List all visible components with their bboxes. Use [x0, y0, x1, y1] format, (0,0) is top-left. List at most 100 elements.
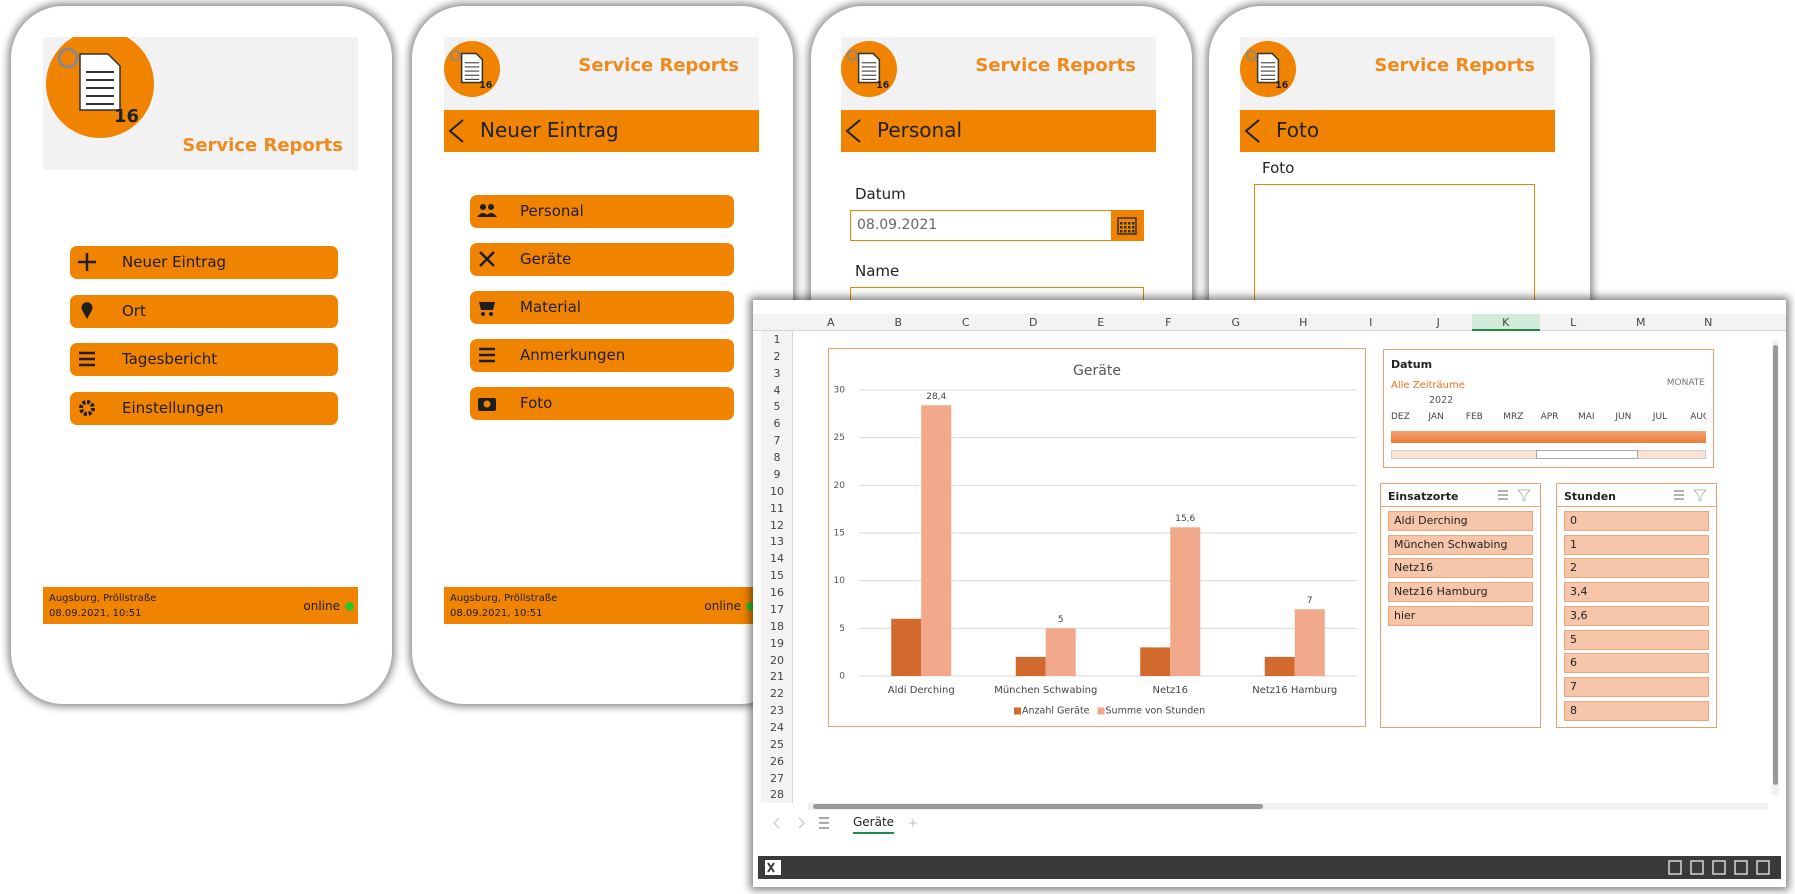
menu-button[interactable]: Tagesbericht	[70, 343, 338, 376]
button-icon	[477, 204, 497, 217]
row-header: 19	[770, 636, 784, 650]
x-tick-label: Netz16	[1152, 685, 1188, 696]
timeline-scroll-thumb	[1536, 450, 1638, 459]
month-label[interactable]: FEB	[1465, 412, 1483, 422]
page-bar	[1240, 110, 1555, 152]
menu-button[interactable]: Anmerkungen	[470, 339, 734, 372]
document-icon	[857, 52, 881, 84]
button-icon	[78, 253, 96, 271]
calendar-cell	[1128, 230, 1131, 233]
data-label: 7	[1307, 596, 1313, 606]
slicer-item[interactable]: 7	[1564, 676, 1709, 697]
logo-icon	[846, 50, 881, 84]
bar	[1015, 656, 1046, 676]
logo: 16	[1240, 41, 1296, 97]
status-icons	[1668, 860, 1770, 875]
pin	[81, 301, 93, 319]
row-header: 27	[770, 771, 784, 785]
slicer-item[interactable]: Netz16 Hamburg	[1388, 582, 1533, 603]
y-tick-label: 10	[834, 576, 846, 586]
month-label[interactable]: JUL	[1652, 412, 1668, 422]
menu-button[interactable]: Geräte	[470, 243, 734, 276]
menu-button[interactable]: Foto	[470, 387, 734, 420]
menu-button-label: Einstellungen	[122, 398, 224, 417]
bar	[1170, 527, 1201, 676]
slicer-item[interactable]: Aldi Derching	[1388, 511, 1533, 531]
nav-next	[798, 817, 805, 829]
slicer-item[interactable]: 3,4	[1564, 582, 1709, 603]
logo-icon	[57, 47, 121, 111]
slicer-item[interactable]: hier	[1388, 605, 1533, 626]
pin-icon	[846, 50, 858, 61]
cart	[489, 312, 493, 316]
button-icon	[79, 351, 95, 367]
menu-button[interactable]: Personal	[470, 195, 734, 228]
row-header: 18	[770, 619, 784, 633]
slicer-tools	[1498, 489, 1532, 502]
menu-button-label: Ort	[122, 301, 146, 320]
row-header: 13	[770, 535, 784, 549]
slicer-item[interactable]: 1	[1564, 534, 1709, 555]
cart	[479, 302, 495, 310]
legend-label: Anzahl Geräte	[1022, 706, 1090, 717]
month-label[interactable]: APR	[1540, 412, 1559, 422]
bar	[891, 618, 922, 676]
data-label: 15,6	[1175, 514, 1195, 524]
slicer-item[interactable]: 8	[1564, 700, 1709, 721]
app-title: Service Reports	[975, 55, 1136, 76]
page-title: Personal	[877, 118, 963, 142]
input-box[interactable]: 08.09.2021	[850, 210, 1144, 241]
y-tick-label: 25	[834, 433, 845, 443]
slicer-item[interactable]: 0	[1564, 511, 1709, 531]
y-tick-label: 30	[834, 386, 846, 396]
button-icon	[479, 302, 495, 316]
button-icon	[81, 301, 93, 319]
calendar-icon	[1117, 217, 1137, 235]
status-icon	[1734, 860, 1748, 875]
month-label[interactable]: JAN	[1428, 412, 1444, 422]
row-header: 21	[770, 670, 784, 684]
menu-button[interactable]: Ort	[70, 294, 338, 328]
slicer-item[interactable]: 3,6	[1564, 605, 1709, 626]
sheet-tab[interactable]: Geräte	[853, 815, 895, 834]
column-header: F	[1165, 316, 1172, 329]
month-label[interactable]: MAI	[1578, 412, 1595, 422]
y-tick-label: 15	[834, 529, 845, 539]
timeline-title: Datum	[1391, 358, 1433, 371]
page-title: Foto	[1276, 118, 1320, 142]
menu-button[interactable]: Einstellungen	[70, 391, 338, 425]
slicer-header-line	[1381, 506, 1540, 507]
slicer-item[interactable]: Netz16	[1388, 558, 1533, 579]
y-tick-label: 0	[839, 672, 845, 682]
month-label[interactable]: MRZ	[1503, 412, 1524, 422]
v-scroll-thumb	[1773, 345, 1778, 785]
footer-datetime: 08.09.2021, 10:51	[450, 608, 543, 619]
menu-button-label: Neuer Eintrag	[122, 253, 227, 271]
calendar-button[interactable]	[1111, 211, 1143, 240]
pin-icon	[57, 47, 79, 69]
month-label[interactable]: JUN	[1615, 412, 1632, 422]
column-header: L	[1570, 316, 1577, 329]
menu-button[interactable]: Material	[470, 291, 734, 324]
slicer-item[interactable]: 5	[1564, 629, 1709, 650]
footer-status: online	[303, 599, 340, 613]
month-label[interactable]: AUG	[1690, 412, 1706, 422]
slicer-item[interactable]: 2	[1564, 558, 1709, 579]
people	[480, 204, 486, 210]
timeline-level[interactable]: MONATE	[1666, 378, 1705, 388]
month-label[interactable]: DEZ	[1391, 412, 1410, 422]
button-icon	[479, 347, 495, 363]
back-button	[448, 119, 464, 143]
slicer-item[interactable]: 6	[1564, 653, 1709, 674]
cart	[481, 312, 485, 316]
slicer-item[interactable]: München Schwabing	[1388, 534, 1533, 555]
menu-button[interactable]: Neuer Eintrag	[70, 246, 338, 279]
column-header: J	[1436, 316, 1440, 329]
nav-prev	[773, 817, 780, 829]
data-label: 5	[1058, 615, 1064, 625]
logo-text: 16	[114, 106, 140, 127]
status-icon	[1712, 860, 1726, 875]
gear	[79, 399, 95, 416]
page-title: Neuer Eintrag	[480, 118, 619, 142]
logo-icon	[449, 50, 484, 84]
